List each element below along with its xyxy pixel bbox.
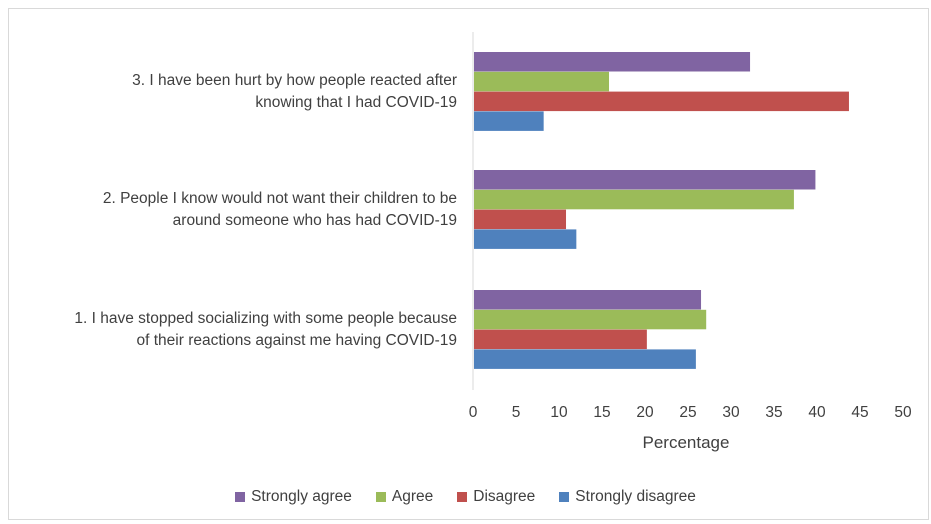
bar-strongly-agree-cat3 <box>474 290 702 310</box>
x-tick-label: 40 <box>808 404 826 421</box>
legend-label: Disagree <box>473 488 536 505</box>
legend-label: Strongly disagree <box>575 488 696 505</box>
bar-strongly-disagree-cat3 <box>474 349 696 369</box>
category-label: 3. I have been hurt by how people reacte… <box>12 70 457 114</box>
x-axis-label: Percentage <box>642 433 730 452</box>
legend: Strongly agree Agree Disagree Strongly disa… <box>0 488 931 506</box>
x-tick-label: 20 <box>636 404 654 421</box>
x-tick-label: 5 <box>511 404 521 421</box>
x-tick-label: 50 <box>894 404 912 421</box>
category-label: 2. People I know would not want their ch… <box>12 188 457 232</box>
x-tick-label: 0 <box>468 404 478 421</box>
category-label-line: of their reactions against me having COV… <box>136 331 458 349</box>
legend-item: Disagree <box>457 488 535 506</box>
bar-disagree-cat1 <box>474 91 849 112</box>
category-label-line: 1. I have stopped socializing with some … <box>74 309 457 327</box>
legend-label: Agree <box>391 488 434 505</box>
bar-agree-cat1 <box>474 71 610 92</box>
x-tick-label: 10 <box>550 404 568 421</box>
category-label-line: 2. People I know would not want their ch… <box>102 189 457 207</box>
legend-swatch <box>457 492 468 502</box>
x-tick-label: 15 <box>593 404 611 421</box>
legend-swatch <box>235 492 246 502</box>
legend-item: Strongly disagree <box>559 488 696 506</box>
legend-item: Agree <box>375 488 434 506</box>
legend-item: Strongly agree <box>235 488 352 506</box>
legend-swatch <box>375 492 386 502</box>
x-tick-label: 35 <box>765 404 783 421</box>
x-tick-label: 30 <box>722 404 740 421</box>
legend-swatch <box>559 492 570 502</box>
bar-disagree-cat2 <box>474 209 567 230</box>
category-label-line: around someone who has had COVID-19 <box>172 211 457 229</box>
bar-strongly-disagree-cat2 <box>474 229 577 249</box>
x-tick-label: 25 <box>679 404 697 421</box>
category-label: 1. I have stopped socializing with some … <box>12 308 457 352</box>
bar-strongly-disagree-cat1 <box>474 111 544 131</box>
bar-strongly-agree-cat1 <box>474 52 751 72</box>
x-tick-label: 45 <box>851 404 869 421</box>
category-label-line: 3. I have been hurt by how people reacte… <box>132 71 457 89</box>
bar-agree-cat3 <box>474 309 707 330</box>
bar-disagree-cat3 <box>474 329 647 350</box>
bar-agree-cat2 <box>474 189 794 210</box>
legend-label: Strongly agree <box>251 488 352 505</box>
category-label-line: knowing that I had COVID-19 <box>255 93 457 111</box>
bar-strongly-agree-cat2 <box>474 170 816 190</box>
